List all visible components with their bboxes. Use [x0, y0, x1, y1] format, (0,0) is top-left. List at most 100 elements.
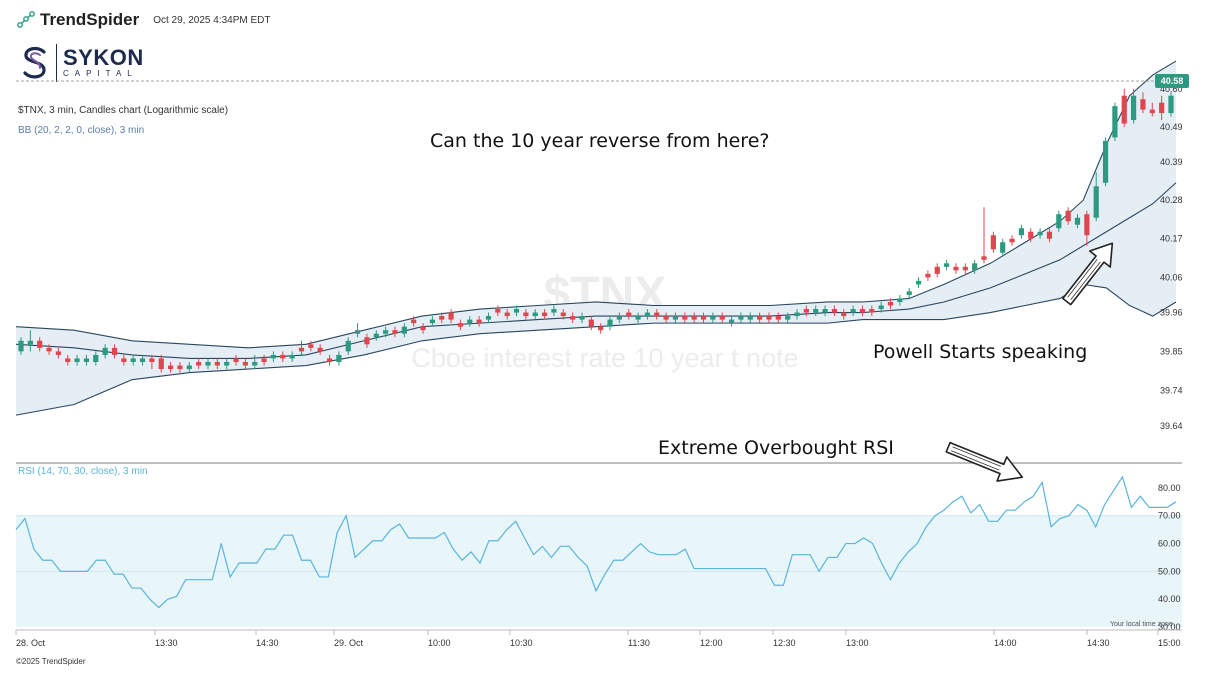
price-axis: 40.60 40.49 40.39 40.28 40.17 40.06 39.96 39.85… [1160, 84, 1183, 431]
time-tick-label: 10:00 [428, 638, 451, 648]
candle [233, 354, 239, 366]
logo-name: SYKON [63, 45, 144, 70]
candle [579, 312, 585, 324]
candle [728, 316, 735, 327]
candle [289, 351, 295, 362]
candle [74, 354, 80, 366]
candle [560, 309, 566, 320]
candle [457, 319, 464, 331]
candle [616, 312, 622, 324]
candle [738, 312, 744, 324]
candle [532, 309, 538, 320]
candle [373, 330, 379, 341]
candle [205, 358, 211, 370]
candle [813, 305, 819, 317]
candle [280, 351, 286, 362]
rsi-arrow-icon [945, 441, 1024, 482]
candle [906, 287, 912, 299]
candle [1056, 210, 1062, 232]
candle [65, 354, 71, 366]
candle [878, 301, 884, 313]
candle [570, 312, 576, 324]
candle [841, 309, 847, 320]
rsi-tick-label: 70.00 [1158, 511, 1181, 521]
candle [214, 358, 220, 370]
candle [757, 312, 763, 324]
candle [83, 354, 90, 366]
candle [990, 231, 996, 253]
candle [139, 354, 146, 366]
trendspider-icon [17, 11, 35, 28]
time-tick-label: 13:00 [846, 638, 869, 648]
candle [429, 316, 435, 327]
rsi-pane [15, 475, 1182, 627]
time-tick-label: 12:30 [773, 638, 796, 648]
candle [102, 344, 108, 359]
candle [1065, 207, 1071, 225]
candle [420, 323, 426, 334]
candle [607, 316, 613, 331]
price-tick-label: 39.85 [1160, 346, 1183, 356]
time-tick-label: 11:30 [628, 638, 650, 648]
candle [1028, 228, 1034, 243]
candle [93, 351, 99, 366]
candle [766, 312, 772, 324]
candle [1131, 88, 1137, 124]
candle [598, 323, 604, 334]
candle [897, 294, 903, 306]
candle [644, 309, 651, 320]
candles [18, 88, 1174, 373]
candle [663, 312, 669, 324]
candle [242, 358, 248, 370]
price-tick-label: 39.64 [1160, 421, 1183, 431]
sykon-logo: SYKON CAPITAL [20, 44, 144, 82]
price-tick-label: 40.06 [1160, 272, 1183, 282]
rsi-tick-label: 80.00 [1158, 483, 1181, 493]
candle [317, 344, 323, 355]
symbol-info: $TNX, 3 min, Candles chart (Logarithmic … [18, 105, 229, 116]
candle [981, 207, 987, 264]
candle [326, 354, 333, 366]
candle [46, 344, 52, 355]
candle [626, 309, 632, 320]
candle [261, 354, 267, 366]
copyright: ©2025 TrendSpider [16, 657, 86, 666]
candle [953, 263, 959, 274]
time-tick-label: 14:00 [994, 638, 1017, 648]
candle [149, 354, 155, 370]
candle [224, 358, 230, 370]
candle [972, 259, 978, 274]
time-tick-label: 28. Oct [16, 638, 46, 648]
candle [1074, 214, 1081, 229]
candle [551, 305, 557, 317]
candle [1168, 92, 1174, 117]
candle [439, 312, 445, 324]
candle [719, 312, 725, 324]
candle [785, 312, 791, 324]
brand-name: TrendSpider [40, 10, 140, 29]
candle [354, 323, 361, 338]
candle [392, 326, 398, 338]
candle [934, 263, 940, 278]
candle [775, 312, 781, 324]
last-price-tag: 40.58 [1155, 74, 1189, 88]
candle [504, 309, 510, 320]
candle [448, 309, 454, 324]
candle [803, 305, 809, 317]
candle [270, 351, 277, 362]
time-tick-label: 14:30 [1087, 638, 1110, 648]
candle [672, 312, 679, 324]
candle [121, 354, 127, 366]
time-tick-label: 10:30 [510, 638, 533, 648]
candle [925, 270, 931, 281]
time-tick-label: 12:00 [700, 638, 723, 648]
candle [1149, 102, 1155, 117]
candle [1140, 92, 1146, 114]
powell-arrow-icon [1062, 242, 1114, 306]
candle [1159, 95, 1165, 121]
candle [541, 309, 548, 320]
candle [635, 312, 641, 324]
candle [186, 361, 192, 373]
price-tick-label: 40.17 [1160, 234, 1183, 244]
